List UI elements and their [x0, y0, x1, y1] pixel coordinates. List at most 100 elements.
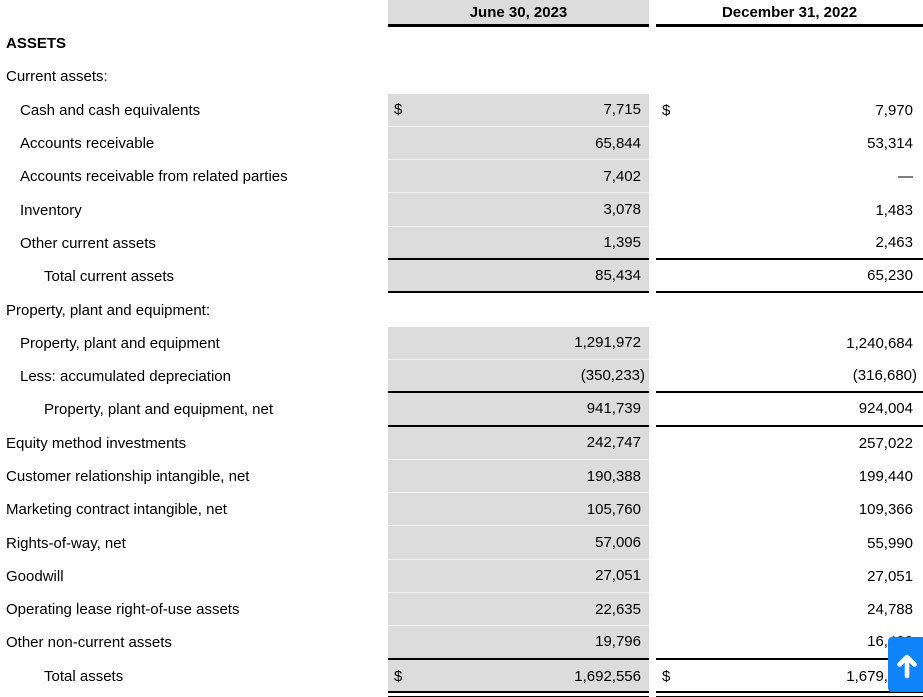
total-double-rule-june	[388, 691, 649, 697]
june-column-cell: $ 1,692,556	[388, 659, 649, 693]
row-label: Marketing contract intangible, net	[6, 501, 227, 519]
december-column-cell: 2,463	[656, 227, 923, 261]
cell-value: 3,078	[603, 201, 641, 219]
cell-value: 1,483	[875, 201, 913, 219]
june-column-cell: 27,051	[388, 559, 649, 594]
cell-value: 7,715	[603, 101, 641, 119]
row-label: Inventory	[20, 201, 82, 219]
row-label: Property, plant and equipment	[20, 334, 220, 352]
june-column-cell: 190,388	[388, 459, 649, 494]
row-label: Operating lease right-of-use assets	[6, 601, 240, 619]
table-row: Property, plant and equipment:	[0, 293, 923, 326]
scroll-to-top-button[interactable]	[888, 637, 923, 692]
december-column-cell: 1,483	[656, 193, 923, 226]
row-label: Total current assets	[44, 268, 175, 286]
cell-value: 105,760	[586, 500, 641, 518]
table-row: Total current assets 85,434 65,230	[0, 260, 923, 294]
june-column-cell: 941,739	[388, 393, 649, 427]
cell-value: 109,366	[858, 501, 913, 519]
june-column-cell: (350,233)	[388, 359, 649, 394]
cell-value: (316,680)	[852, 367, 917, 385]
cell-value: —	[898, 168, 913, 186]
table-row: Other current assets 1,395 2,463	[0, 226, 923, 261]
row-label: Current assets:	[6, 68, 108, 86]
june-column-cell: 1,395	[388, 226, 649, 261]
table-row: Less: accumulated depreciation (350,233)…	[0, 359, 923, 394]
row-label: Property, plant and equipment, net	[44, 401, 274, 419]
table-row: Operating lease right-of-use assets 22,6…	[0, 593, 923, 627]
december-column-cell	[656, 27, 923, 60]
dollar-sign: $	[662, 667, 671, 685]
cell-value: 7,402	[603, 167, 641, 185]
dollar-sign: $	[394, 101, 403, 119]
cell-value: 24,788	[867, 601, 913, 619]
table-row: ASSETS	[0, 27, 923, 60]
cell-value: 257,022	[858, 434, 913, 452]
table-row: Accounts receivable 65,844 53,314	[0, 126, 923, 161]
december-column-cell: $ 1,679,291	[656, 660, 923, 693]
column-header-june-30-2023: June 30, 2023	[388, 0, 649, 27]
row-label: Other current assets	[20, 234, 156, 252]
table-row: Rights-of-way, net 57,006 55,990	[0, 526, 923, 560]
june-column-cell: 57,006	[388, 526, 649, 560]
column-header-december-31-2022: December 31, 2022	[656, 0, 923, 27]
cell-value: 27,051	[867, 567, 913, 585]
december-column-cell: 109,366	[656, 493, 923, 526]
row-label: Rights-of-way, net	[6, 534, 126, 552]
table-row: Current assets:	[0, 60, 923, 93]
june-column-cell	[388, 27, 649, 60]
june-column-cell: 3,078	[388, 193, 649, 227]
row-label: Property, plant and equipment:	[6, 301, 211, 319]
row-label: Total assets	[44, 667, 124, 685]
cell-value: 53,314	[867, 135, 913, 153]
june-column-cell: 105,760	[388, 493, 649, 527]
table-row: Accounts receivable from related parties…	[0, 160, 923, 194]
table-row: Cash and cash equivalents $ 7,715 $ 7,97…	[0, 93, 923, 127]
december-column-cell: $ 7,970	[656, 94, 923, 127]
june-column-cell: 1,291,972	[388, 326, 649, 360]
table-row: Other non-current assets 19,796 16,400	[0, 626, 923, 660]
december-column-cell: (316,680)	[656, 360, 923, 394]
dollar-sign: $	[662, 101, 671, 119]
table-row: Marketing contract intangible, net 105,7…	[0, 493, 923, 527]
row-label: Goodwill	[6, 567, 64, 585]
table-row: Inventory 3,078 1,483	[0, 193, 923, 227]
cell-value: 85,434	[595, 267, 641, 285]
arrow-up-icon	[897, 654, 917, 678]
column-headers: June 30, 2023 December 31, 2022	[0, 0, 923, 27]
cell-value: 242,747	[586, 434, 641, 452]
december-column-cell: 199,440	[656, 460, 923, 493]
row-label: Customer relationship intangible, net	[6, 468, 250, 485]
cell-value: 190,388	[586, 467, 641, 485]
table-row: Equity method investments 242,747 257,02…	[0, 426, 923, 460]
december-column-cell: 257,022	[656, 427, 923, 460]
table-row: Total assets $ 1,692,556 $ 1,679,291	[0, 659, 923, 693]
june-column-cell: 242,747	[388, 426, 649, 460]
december-column-cell: 53,314	[656, 127, 923, 160]
table-row: Goodwill 27,051 27,051	[0, 559, 923, 594]
december-column-cell: —	[656, 160, 923, 193]
table-row: Property, plant and equipment, net 941,7…	[0, 393, 923, 427]
cell-value: 55,990	[867, 534, 913, 552]
table-row: Property, plant and equipment 1,291,972 …	[0, 326, 923, 360]
cell-value: 1,240,684	[846, 334, 913, 352]
cell-value: 1,692,556	[574, 667, 641, 685]
row-label: Equity method investments	[6, 434, 187, 452]
row-label: Less: accumulated depreciation	[20, 368, 231, 386]
june-column-cell: 65,844	[388, 126, 649, 161]
table-body: ASSETS Current assets: Cash and cash equ…	[0, 27, 923, 693]
december-column-cell: 1,240,684	[656, 327, 923, 360]
total-double-rule-december	[656, 691, 923, 697]
cell-value: 2,463	[875, 233, 913, 251]
row-label: Cash and cash equivalents	[20, 101, 201, 119]
row-label: Other non-current assets	[6, 634, 172, 652]
cell-value: (350,233)	[580, 367, 645, 385]
cell-value: 19,796	[595, 633, 641, 651]
cell-value: 22,635	[595, 600, 641, 618]
cell-value: 57,006	[595, 534, 641, 552]
cell-value: 65,844	[595, 134, 641, 152]
june-column-cell: 85,434	[388, 260, 649, 294]
december-column-cell: 24,788	[656, 593, 923, 626]
row-label: Accounts receivable	[20, 135, 155, 153]
